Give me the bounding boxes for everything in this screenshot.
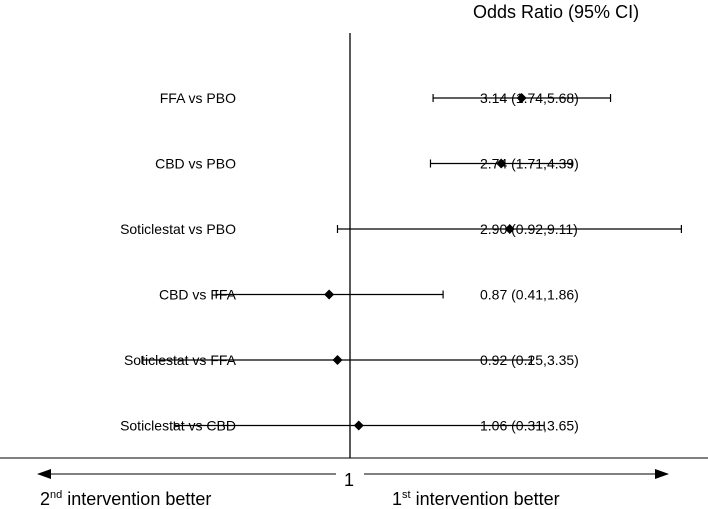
left-direction-label: 2nd intervention better (40, 489, 211, 509)
row-label: CBD vs PBO (155, 156, 236, 172)
point-estimate-marker (353, 420, 364, 431)
point-estimate-marker (504, 224, 515, 234)
or-ci-label: 2.90 (0.92,9.11) (480, 221, 578, 237)
or-ci-label: 2.74 (1.71,4.39) (480, 156, 579, 172)
point-estimate-marker (516, 93, 527, 103)
point-estimate-marker (332, 355, 343, 365)
or-ci-label: 1.06 (0.31,3.65) (480, 418, 579, 434)
point-estimate-marker (496, 158, 507, 169)
or-ci-label: 3.14 (1.74,5.68) (480, 90, 579, 106)
or-ci-label: 0.92 (0.25,3.35) (480, 352, 579, 368)
or-ci-label: 0.87 (0.41,1.86) (480, 287, 579, 303)
column-header: Odds Ratio (95% CI) (473, 2, 639, 22)
right-direction-label: 1st intervention better (392, 489, 560, 509)
reference-tick-label: 1 (344, 470, 354, 490)
row-label: CBD vs FFA (159, 287, 237, 303)
row-label: Soticlestat vs PBO (120, 221, 236, 237)
point-estimate-marker (324, 289, 335, 300)
row-label: FFA vs PBO (160, 90, 236, 106)
forest-rows: FFA vs PBO 3.14 (1.74,5.68) CBD vs PBO 2.74… (120, 90, 683, 434)
